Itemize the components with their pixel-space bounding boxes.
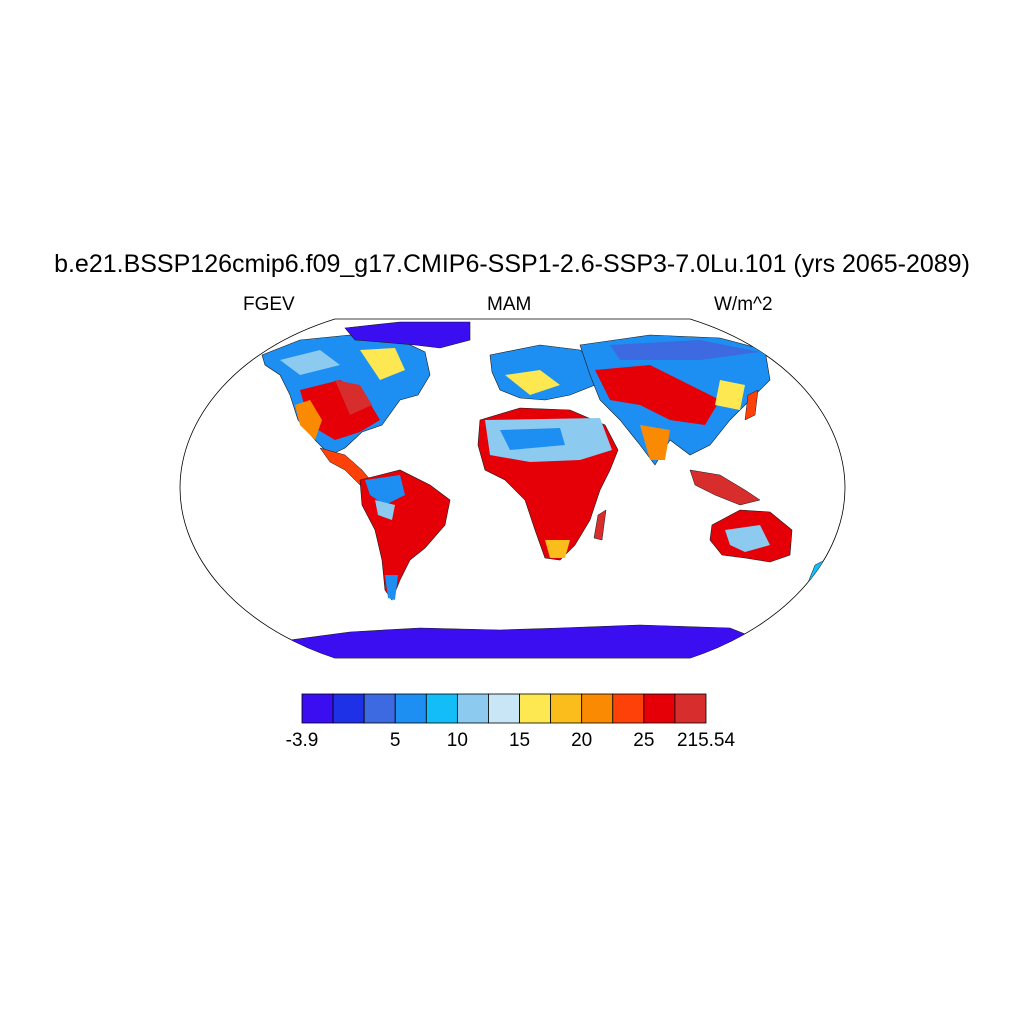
- colorbar-label: 25: [633, 730, 655, 751]
- colorbar-label: 20: [571, 730, 593, 751]
- colorbar-swatch: [612, 693, 645, 724]
- japan: [744, 389, 759, 421]
- greenland: [344, 321, 471, 349]
- colorbar-swatch: [643, 693, 676, 724]
- colorbar-swatch: [550, 693, 583, 724]
- colorbar-swatch: [488, 693, 520, 724]
- europe: [489, 344, 601, 401]
- map-title: b.e21.BSSP126cmip6.f09_g17.CMIP6-SSP1-2.…: [54, 250, 970, 278]
- colorbar-swatch: [425, 693, 458, 724]
- units-label: W/m^2: [714, 294, 773, 315]
- colorbar-swatch: [301, 693, 334, 724]
- colorbar-swatch: [581, 693, 614, 724]
- madagascar: [593, 509, 607, 541]
- colorbar-swatch: [456, 693, 489, 724]
- colorbar-label: 15: [508, 730, 531, 751]
- colorbar-swatch: [332, 693, 365, 724]
- colorbar-swatch: [674, 693, 707, 724]
- colorbar-swatch: [519, 693, 552, 724]
- continents: [261, 321, 826, 658]
- antarctica: [279, 624, 761, 658]
- colorbar: [301, 693, 707, 724]
- colorbar-swatch: [363, 693, 396, 724]
- colorbar-label: 10: [446, 730, 468, 751]
- colorbar-swatch: [394, 693, 427, 724]
- colorbar-label: 215.54: [676, 730, 736, 751]
- season-label: MAM: [487, 294, 532, 315]
- colorbar-label: 5: [389, 730, 401, 751]
- colorbar-label: -3.9: [285, 730, 319, 751]
- se-asia-islands: [689, 469, 761, 506]
- variable-label: FGEV: [243, 294, 295, 315]
